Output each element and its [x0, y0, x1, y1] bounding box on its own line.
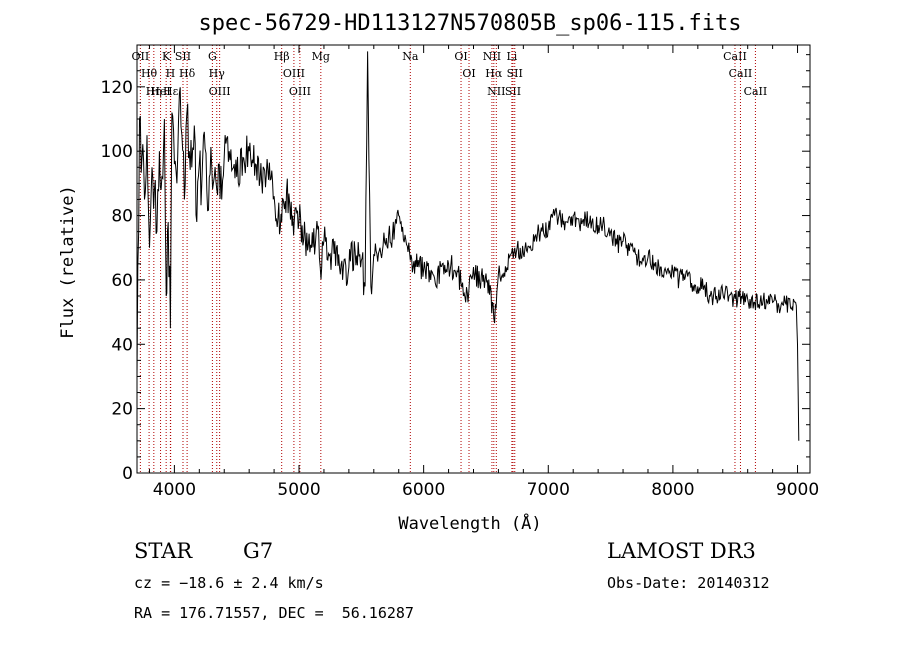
- line-marker-label: CaII: [744, 85, 768, 98]
- y-tick-label: 80: [111, 207, 133, 227]
- spectrum-series-line: [136, 51, 800, 441]
- line-marker-label: Hε: [163, 85, 179, 98]
- line-marker-label: OIII: [209, 85, 231, 98]
- line-marker-label: OI: [454, 50, 467, 63]
- line-marker-label: OIII: [283, 67, 305, 80]
- object-class: STAR: [134, 539, 193, 563]
- line-marker-label: Hθ: [141, 67, 158, 80]
- line-marker-label: Hα: [485, 67, 503, 80]
- x-tick-label: 5000: [277, 480, 320, 500]
- y-tick-label: 120: [101, 78, 133, 98]
- x-tick-label: 4000: [153, 480, 196, 500]
- x-tick-label: 6000: [402, 480, 445, 500]
- line-marker-label: K: [162, 50, 171, 63]
- chart-title: spec-56729-HD113127N570805B_sp06-115.fit…: [198, 11, 741, 36]
- line-marker-label: Na: [402, 50, 419, 63]
- plot-frame: [136, 44, 811, 474]
- line-marker-label: H: [166, 67, 176, 80]
- line-marker-label: NII: [483, 50, 501, 63]
- line-marker-label: NII: [487, 85, 505, 98]
- line-marker-label: SII: [505, 85, 521, 98]
- object-subclass: G7: [243, 539, 274, 563]
- x-axis-label: Wavelength (Å): [398, 512, 541, 534]
- x-tick-label: 7000: [527, 480, 570, 500]
- line-marker-label: SII: [507, 67, 523, 80]
- y-axis-label: Flux (relative): [58, 185, 78, 339]
- line-marker-label: CaII: [729, 67, 753, 80]
- observation-date: Obs-Date: 20140312: [607, 574, 770, 592]
- line-marker-label: CaII: [723, 50, 747, 63]
- y-tick-label: 100: [101, 142, 133, 162]
- line-marker-label: Hγ: [209, 67, 226, 80]
- line-marker-label: Hη: [146, 85, 162, 98]
- x-tick-label: 8000: [651, 480, 694, 500]
- line-marker-label: Mg: [312, 50, 330, 63]
- sky-coordinates: RA = 176.71557, DEC = 56.16287: [134, 604, 414, 622]
- survey-name: LAMOST DR3: [607, 539, 756, 563]
- line-marker-label: Hδ: [179, 67, 196, 80]
- line-marker-label: HeI: [150, 85, 170, 98]
- y-tick-label: 0: [122, 464, 133, 484]
- x-tick-label: 9000: [776, 480, 819, 500]
- redshift-velocity: cz = −18.6 ± 2.4 km/s: [134, 574, 324, 592]
- line-marker-label: OII: [132, 50, 150, 63]
- axis-tick-layer: 4000 5000 6000 7000 8000 9000 0 20 40 60 80 100 120: [101, 45, 819, 500]
- y-tick-label: 20: [111, 400, 133, 420]
- line-marker-label: SII: [175, 50, 191, 63]
- y-tick-label: 60: [111, 271, 133, 291]
- line-marker-label: OI: [462, 67, 475, 80]
- line-marker-label: Hβ: [274, 50, 290, 63]
- line-marker-label: G: [208, 50, 217, 63]
- y-tick-label: 40: [111, 335, 133, 355]
- line-marker-label: OIII: [289, 85, 311, 98]
- line-marker-label: Li: [506, 50, 517, 63]
